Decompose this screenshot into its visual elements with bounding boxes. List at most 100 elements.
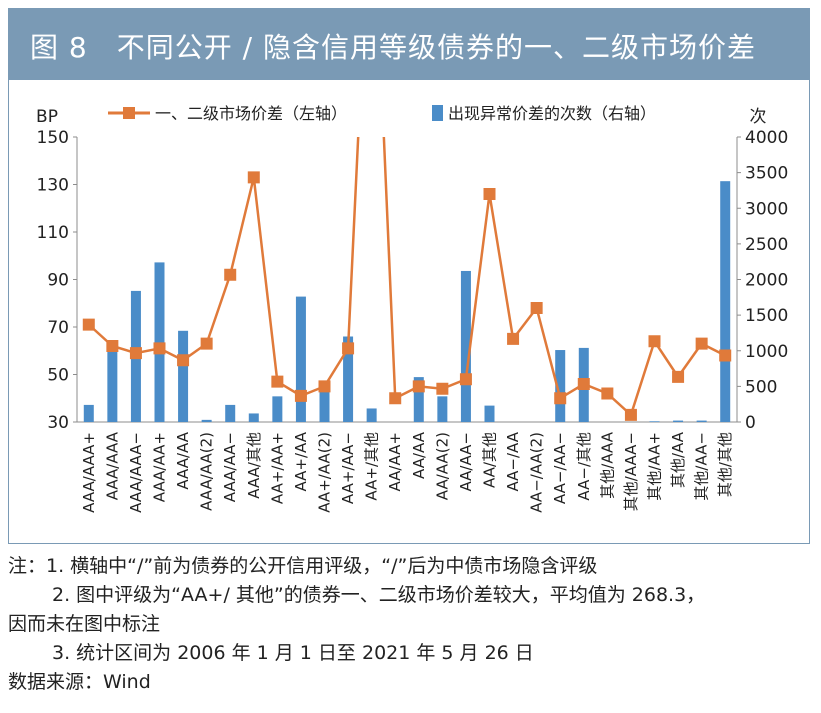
line-marker: [507, 332, 520, 345]
bar: [201, 419, 212, 422]
bar: [272, 396, 283, 422]
left-tick-label: 90: [47, 271, 69, 291]
category-label: AAA/AAA−: [127, 432, 145, 513]
category-label: AA+/AA+: [268, 432, 286, 504]
right-tick-label: 500: [745, 377, 777, 397]
right-tick-label: 1500: [745, 306, 788, 326]
left-tick-label: 50: [47, 366, 69, 386]
left-tick-label: 70: [47, 318, 69, 338]
bar: [720, 181, 731, 422]
left-tick-label: 30: [47, 413, 69, 433]
bar: [366, 408, 377, 422]
line-marker: [342, 342, 355, 355]
bar: [555, 350, 566, 422]
category-label: AAA/AA+: [151, 432, 169, 502]
line-marker: [554, 392, 567, 405]
chart: 3050709011013015005001000150020002500300…: [36, 104, 788, 513]
left-tick-label: 130: [37, 176, 69, 196]
category-label: 其他/AA−: [693, 432, 711, 501]
line-marker: [719, 349, 732, 362]
category-label: AAA/AAA+: [80, 432, 98, 513]
category-label: AA−/AA: [504, 431, 522, 491]
note-2: 2. 图中评级为“AA+/ 其他”的债券一、二级市场价差较大，平均值为 268.…: [52, 584, 706, 606]
bar: [673, 420, 684, 422]
bar: [107, 342, 118, 422]
chart-title: 图 8 不同公开 / 隐含信用等级债券的一、二级市场价差: [30, 31, 756, 64]
legend-bar-swatch: [432, 105, 443, 121]
right-tick-label: 4000: [745, 128, 788, 148]
line-marker: [436, 382, 449, 395]
line-marker: [672, 370, 685, 383]
bar: [178, 330, 189, 422]
right-tick-label: 2500: [745, 235, 788, 255]
category-label: AA/其他: [481, 432, 499, 488]
line-marker: [577, 378, 590, 390]
bar: [248, 413, 259, 422]
line-marker: [294, 389, 307, 402]
line-marker: [389, 392, 402, 405]
line-marker: [200, 337, 213, 350]
category-label: AA+/AA(2): [316, 432, 334, 513]
bar: [437, 396, 448, 422]
line-marker: [224, 268, 237, 281]
line-marker: [82, 318, 95, 331]
bar: [343, 336, 354, 422]
bar: [484, 405, 495, 422]
category-label: AA+/AA−: [339, 432, 357, 504]
category-label: AA/AA+: [386, 432, 404, 492]
right-tick-label: 0: [745, 413, 756, 433]
bar: [225, 404, 236, 422]
line-marker: [177, 354, 190, 367]
title-bar: 图 8 不同公开 / 隐含信用等级债券的一、二级市场价差: [8, 8, 810, 80]
left-tick-label: 150: [37, 128, 69, 148]
right-tick-label: 1000: [745, 342, 788, 362]
bar: [460, 270, 471, 422]
line-marker: [601, 387, 614, 400]
category-label: AAA/其他: [245, 432, 263, 499]
bar: [295, 296, 306, 422]
note-1: 注：1. 横轴中“/”前为债券的公开信用评级，“/”后为中债市场隐含评级: [8, 555, 598, 577]
category-label: AA−/其他: [575, 432, 593, 501]
data-source: 数据来源：Wind: [8, 671, 151, 693]
line-marker: [624, 408, 637, 421]
notes: 注：1. 横轴中“/”前为债券的公开信用评级，“/”后为中债市场隐含评级 2. …: [8, 552, 705, 697]
line-marker: [153, 342, 166, 355]
line-marker: [247, 171, 260, 184]
category-label: AA+/其他: [363, 432, 381, 501]
bar: [319, 390, 330, 422]
right-tick-label: 3500: [745, 164, 788, 184]
line-marker: [530, 302, 543, 314]
right-tick-label: 3000: [745, 199, 788, 219]
note-3: 因而未在图中标注: [8, 613, 161, 635]
legend-bar-label: 出现异常价差的次数（右轴）: [448, 104, 656, 123]
line-marker: [129, 347, 142, 360]
right-tick-label: 2000: [745, 271, 788, 291]
bar: [649, 421, 660, 422]
category-label: 其他/AAA: [598, 431, 616, 498]
category-label: AA/AA(2): [433, 432, 451, 500]
category-label: AA−/AA−: [551, 432, 569, 504]
line-marker: [648, 335, 661, 348]
left-axis-unit: BP: [36, 107, 58, 127]
category-label: AAA/AA: [174, 431, 192, 489]
line-marker: [271, 375, 284, 388]
category-label: 其他/其他: [716, 432, 734, 497]
line-marker: [483, 188, 496, 200]
bar: [696, 420, 707, 422]
spread-line: [87, 137, 726, 418]
bar: [413, 377, 424, 422]
category-label: AA/AA−: [457, 432, 475, 492]
category-label: AA−/AA(2): [528, 432, 546, 513]
line-marker: [106, 340, 119, 352]
chart-frame: [8, 80, 810, 544]
note-4: 3. 统计区间为 2006 年 1 月 1 日至 2021 年 5 月 26 日: [52, 642, 534, 664]
category-label: AA+/AA: [292, 431, 310, 491]
category-label: 其他/AA: [669, 431, 687, 488]
category-label: AAA/AA(2): [198, 432, 216, 511]
category-label: AAA/AAA: [103, 431, 121, 500]
legend-line-marker: [123, 107, 135, 119]
left-tick-label: 110: [37, 223, 69, 243]
category-label: 其他/AAA−: [622, 432, 640, 511]
line-marker: [318, 380, 331, 393]
line-marker: [695, 337, 708, 350]
